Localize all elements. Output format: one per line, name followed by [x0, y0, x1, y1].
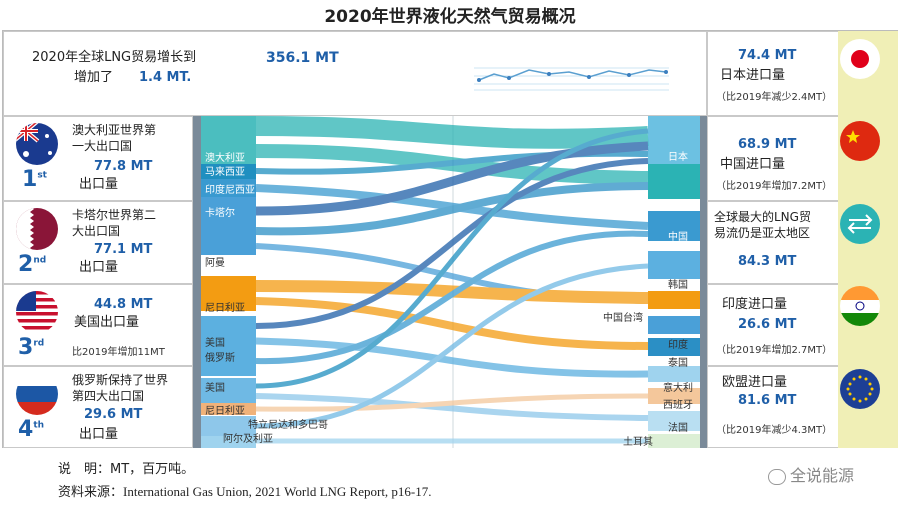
trend-sparkline [474, 67, 669, 91]
node-qatar: 卡塔尔 [205, 206, 235, 219]
rank-1: 1st [22, 167, 47, 192]
exporter-russia: 4th 俄罗斯保持了世界 第四大出口国 29.6 MT 出口量 [3, 366, 193, 448]
node-thailand: 泰国 [668, 356, 688, 369]
node-france: 法国 [668, 421, 688, 434]
node-china: 中国 [668, 230, 688, 243]
importer-eu: 欧盟进口量 81.6 MT （比2019年减少4.3MT） [707, 366, 898, 448]
node-nigeria-2: 尼日利亚 [205, 405, 245, 417]
node-japan: 日本 [668, 150, 688, 163]
russia-desc2: 第四大出口国 [72, 389, 145, 403]
node-nigeria: 尼日利亚 [205, 302, 245, 314]
node-indonesia: 印度尼西亚 [205, 183, 255, 196]
node-korea: 韩国 [668, 278, 688, 291]
china-flag-icon [840, 121, 880, 161]
eu-desc: 欧盟进口量 [722, 375, 788, 390]
header-total: 356.1 MT [266, 50, 339, 66]
exporter-australia: 1st 澳大利亚世界第 一大出口国 77.8 MT 出口量 [3, 116, 193, 201]
header-increase: 1.4 MT. [139, 70, 192, 85]
india-flag-icon [840, 286, 880, 326]
rank-3: 3rd [18, 335, 45, 360]
header-line1: 2020年全球LNG贸易增长到 [32, 50, 197, 65]
exporter-axis [193, 116, 201, 448]
apac-desc2: 易流仍是亚太地区 [714, 226, 811, 240]
usa-value: 44.8 MT [94, 297, 153, 312]
node-turkey: 土耳其 [623, 435, 653, 448]
australia-flag-icon [16, 123, 58, 165]
lng-flow-sankey: 澳大利亚 马来西亚 印度尼西亚 卡塔尔 阿曼 尼日利亚 美国 俄罗斯 美国 尼日… [193, 116, 707, 448]
rank-4: 4th [18, 417, 45, 442]
usa-desc: 美国出口量 [74, 315, 140, 330]
qatar-desc1: 卡塔尔世界第二 [72, 208, 157, 222]
exporter-usa: 3rd 44.8 MT 美国出口量 比2019年增加11MT [3, 284, 193, 366]
russia-value: 29.6 MT [84, 407, 143, 422]
node-malaysia: 马来西亚 [205, 166, 245, 178]
russia-desc3: 出口量 [79, 427, 119, 442]
japan-value: 74.4 MT [738, 48, 797, 63]
exporter-qatar: 2nd 卡塔尔世界第二 大出口国 77.1 MT 出口量 [3, 201, 193, 284]
footer-note: 说 明：MT，百万吨。 [58, 462, 195, 477]
qatar-desc3: 出口量 [79, 260, 119, 275]
node-russia: 俄罗斯 [205, 351, 235, 364]
australia-desc3: 出口量 [79, 177, 119, 192]
india-value: 26.6 MT [738, 317, 797, 332]
importer-axis [700, 116, 707, 448]
wechat-icon [768, 468, 786, 485]
footer-source: 资料来源：International Gas Union, 2021 World… [58, 484, 432, 499]
node-usa: 美国 [205, 336, 225, 349]
exchange-arrows-icon [840, 204, 880, 244]
node-oman: 阿曼 [205, 257, 225, 269]
eu-note: （比2019年减少4.3MT） [716, 425, 833, 436]
importer-india: 印度进口量 26.6 MT （比2019年增加2.7MT） [707, 284, 898, 366]
india-note: （比2019年增加2.7MT） [716, 345, 833, 356]
node-india: 印度 [668, 338, 688, 351]
qatar-flag-icon [16, 208, 58, 250]
node-spain: 西班牙 [663, 399, 693, 411]
importer-flags [840, 39, 880, 409]
usa-flag-icon [16, 291, 58, 333]
apac-desc1: 全球最大的LNG贸 [714, 210, 811, 224]
japan-flag-icon [840, 39, 880, 79]
australia-desc2: 一大出口国 [72, 139, 133, 153]
usa-note: 比2019年增加11MT [72, 347, 165, 358]
japan-desc: 日本进口量 [720, 68, 786, 83]
page-title: 2020年世界液化天然气贸易概况 [324, 7, 576, 27]
china-note: （比2019年增加7.2MT） [716, 181, 833, 192]
russia-desc1: 俄罗斯保持了世界 [72, 373, 169, 387]
apac-value: 84.3 MT [738, 254, 797, 269]
watermark: 全说能源 [768, 462, 854, 486]
node-algeria: 阿尔及利亚 [223, 432, 273, 445]
eu-flag-icon [840, 369, 880, 409]
header-line2: 增加了 [74, 70, 114, 85]
china-value: 68.9 MT [738, 137, 797, 152]
node-usa-2: 美国 [205, 381, 225, 394]
japan-note: （比2019年减少2.4MT） [716, 92, 833, 103]
australia-value: 77.8 MT [94, 159, 153, 174]
rank-2: 2nd [18, 252, 47, 277]
australia-desc1: 澳大利亚世界第 [72, 123, 157, 137]
header-panel: 2020年全球LNG贸易增长到 356.1 MT 增加了 1.4 MT. [3, 31, 707, 116]
china-desc: 中国进口量 [720, 157, 786, 172]
node-italy: 意大利 [663, 381, 693, 394]
node-taiwan: 中国台湾 [603, 311, 643, 324]
russia-flag-icon [16, 373, 58, 415]
india-desc: 印度进口量 [722, 297, 788, 312]
qatar-desc2: 大出口国 [72, 224, 121, 238]
eu-value: 81.6 MT [738, 393, 797, 408]
node-trinidad: 特立尼达和多巴哥 [248, 418, 328, 431]
qatar-value: 77.1 MT [94, 242, 153, 257]
node-australia: 澳大利亚 [205, 151, 245, 164]
